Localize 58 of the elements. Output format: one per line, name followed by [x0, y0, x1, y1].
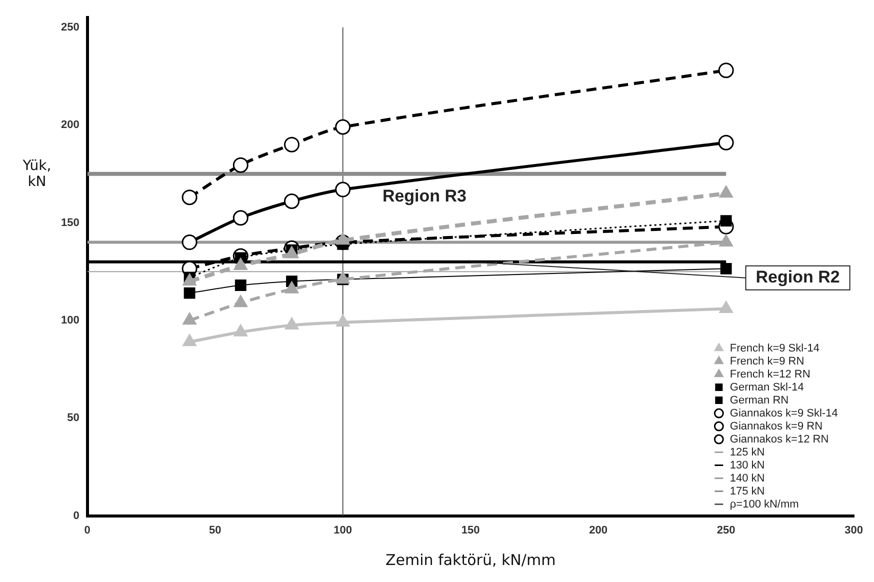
point — [720, 262, 732, 274]
point — [234, 324, 248, 336]
y-tick-label: 250 — [60, 21, 80, 34]
legend-label: 130 kN — [730, 459, 765, 472]
point — [284, 246, 299, 258]
x-tick-label: 250 — [716, 524, 736, 536]
x-tick-label: 300 — [844, 524, 864, 536]
legend-label: French k=9 Skl-14 — [730, 342, 820, 354]
legend-label: French k=12 RN — [730, 368, 810, 380]
point — [182, 190, 198, 206]
point — [234, 295, 248, 308]
point — [719, 300, 733, 313]
legend-label: Giannakos k=9 RN — [730, 420, 823, 432]
point — [335, 182, 351, 198]
point — [719, 186, 733, 198]
x-tick-label: 50 — [208, 524, 222, 536]
point — [182, 312, 196, 325]
x-tick-label: 150 — [461, 524, 480, 536]
legend-label: 140 kN — [730, 472, 765, 484]
y-tick-label: 50 — [67, 412, 80, 424]
x-tick-label: 0 — [84, 524, 90, 536]
point — [232, 157, 248, 173]
y-tick-label: 150 — [60, 216, 80, 229]
point — [336, 232, 350, 245]
point — [335, 119, 351, 135]
point — [336, 314, 350, 327]
point — [184, 287, 196, 299]
x-axis-title: Zemin faktörü, kN/mm — [386, 550, 556, 569]
y-tick-label: 100 — [60, 314, 80, 326]
annotation: Region R2 — [756, 268, 840, 287]
legend-label: 125 kN — [730, 446, 765, 458]
point — [234, 258, 248, 270]
y-axis-title: Yük, kN — [22, 158, 52, 190]
y-tick-label: 0 — [73, 510, 80, 522]
point — [234, 280, 246, 291]
legend-label: German Skl-14 — [730, 381, 804, 394]
point — [284, 194, 300, 209]
point — [719, 234, 733, 247]
x-tick-label: 200 — [589, 524, 608, 536]
legend-label: German RN — [730, 394, 789, 406]
annotation: Region R3 — [382, 186, 467, 206]
legend-label: French k=9 RN — [730, 355, 804, 368]
point — [718, 134, 734, 150]
y-tick-label: 200 — [60, 119, 80, 132]
point — [232, 210, 248, 226]
point — [284, 136, 300, 152]
point — [182, 234, 198, 250]
x-tick-label: 100 — [334, 524, 352, 536]
point — [718, 62, 734, 78]
legend-label: Giannakos k=12 RN — [730, 433, 829, 446]
point — [182, 274, 196, 286]
point — [720, 215, 732, 226]
legend-label: Giannakos k=9 Skl-14 — [730, 407, 838, 420]
point — [284, 281, 299, 294]
legend-label: 175 kN — [730, 485, 765, 498]
legend-label: ρ=100 kN/mm — [730, 498, 799, 510]
point — [182, 334, 196, 346]
point — [284, 318, 299, 330]
